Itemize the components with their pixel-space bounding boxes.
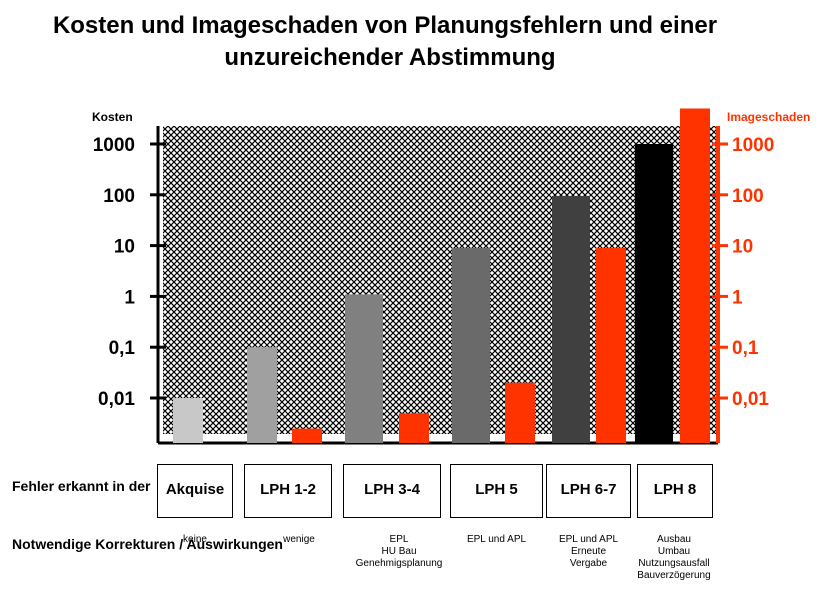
bar-imageschaden-2 <box>399 413 429 443</box>
left-tick-label: 100 <box>103 186 135 207</box>
bar-kosten-0 <box>173 398 203 443</box>
chart-title-line2: unzureichender Abstimmung <box>224 44 556 71</box>
phase-box-lph-1-2: LPH 1-2 <box>244 464 332 518</box>
bar-kosten-2 <box>345 294 383 443</box>
bar-kosten-1 <box>247 347 277 443</box>
note-lph-1-2: wenige <box>283 534 315 545</box>
left-tick-label: 0,1 <box>109 338 136 359</box>
bar-kosten-4 <box>552 195 590 443</box>
right-tick-label: 100 <box>732 186 764 207</box>
note-lph-3-4: EPL HU Bau Genehmigsplanung <box>355 534 443 569</box>
note-akquise: keine <box>183 534 207 545</box>
phase-box-lph-5: LPH 5 <box>450 464 543 518</box>
left-tick-label: 0,01 <box>98 389 135 410</box>
bar-imageschaden-4 <box>596 247 626 443</box>
right-tick-label: 0,1 <box>732 338 759 359</box>
note-lph-6-7: EPL und APL Erneute Vergabe <box>558 534 619 569</box>
right-axis-label: Imageschaden <box>727 110 810 124</box>
bar-imageschaden-5 <box>680 108 710 444</box>
bar-kosten-3 <box>452 247 490 443</box>
right-tick-label: 1 <box>732 287 743 308</box>
fehler-erkannt-label: Fehler erkannt in der <box>12 478 151 494</box>
phase-box-lph-3-4: LPH 3-4 <box>343 464 441 518</box>
korrekturen-label: Notwendige Korrekturen / Auswirkungen <box>12 536 283 552</box>
left-tick-label: 1 <box>124 287 135 308</box>
left-axis-label: Kosten <box>92 110 133 124</box>
plot-background <box>163 126 718 444</box>
bar-kosten-5 <box>635 144 673 443</box>
note-lph-5: EPL und APL <box>466 534 527 545</box>
right-axis: 1000 100 10 1 0,1 0,01 <box>712 126 774 443</box>
bar-imageschaden-1 <box>292 428 322 443</box>
right-tick-label: 0,01 <box>732 389 769 410</box>
bar-imageschaden-3 <box>505 382 535 443</box>
phase-box-lph-6-7: LPH 6-7 <box>546 464 631 518</box>
chart-title: Kosten und Imageschaden von Planungsfehl… <box>52 12 718 39</box>
bars <box>173 108 710 444</box>
right-tick-label: 10 <box>732 237 753 258</box>
right-tick-label: 1000 <box>732 135 774 156</box>
left-tick-label: 1000 <box>93 135 135 156</box>
phase-box-akquise: Akquise <box>157 464 233 518</box>
phase-box-lph-8: LPH 8 <box>637 464 713 518</box>
left-tick-label: 10 <box>114 237 135 258</box>
note-lph-8: Ausbau Umbau Nutzungsausfall Bauverzöger… <box>637 534 711 581</box>
baseline-band <box>163 434 718 444</box>
